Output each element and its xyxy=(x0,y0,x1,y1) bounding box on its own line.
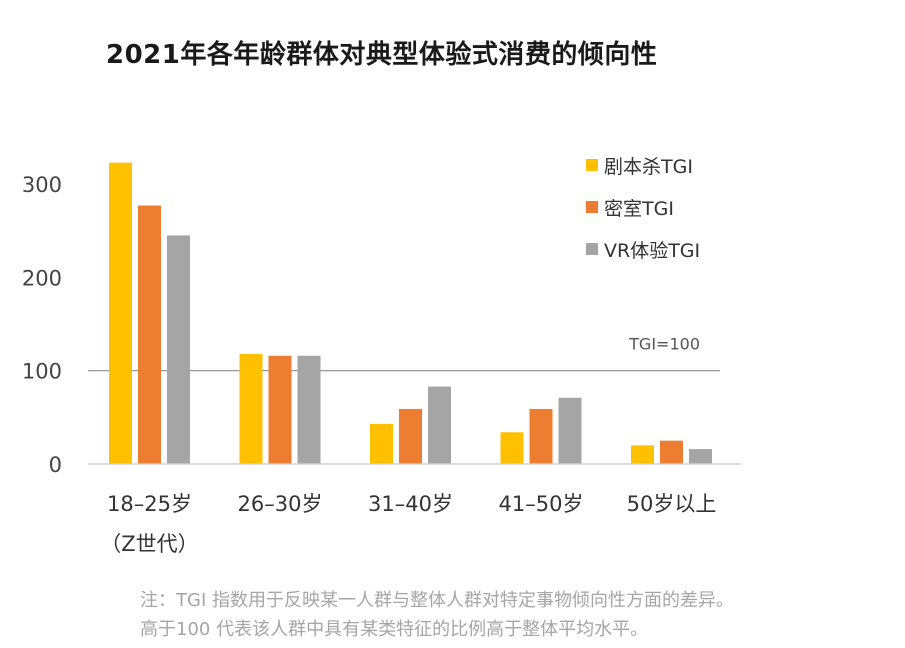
x-tick-label: 31–40岁 xyxy=(368,492,453,516)
bar xyxy=(558,397,582,464)
bar xyxy=(529,408,553,464)
x-axis: 18–25岁 （Z世代） 26–30岁 31–40岁 41–50岁 50岁以上 xyxy=(100,492,716,556)
y-tick-label: 300 xyxy=(22,173,62,197)
chart-title: 2021年各年龄群体对典型体验式消费的倾向性 xyxy=(106,40,658,70)
bar xyxy=(370,423,393,464)
y-axis: 0 100 200 300 xyxy=(22,173,62,477)
tgi-bar-chart: 0 100 200 300 TGI=100 18–25岁 （Z世代） 26–30岁 31–4… xyxy=(22,156,741,556)
bar xyxy=(297,355,321,464)
bar xyxy=(138,205,161,464)
bar xyxy=(428,386,451,464)
reference-line-label: TGI=100 xyxy=(628,335,700,354)
bars xyxy=(109,162,712,465)
footnote-line-1: 注：TGI 指数用于反映某一人群与整体人群对特定事物倾向性方面的差异。 xyxy=(140,590,734,611)
bar xyxy=(631,445,654,464)
legend-label: VR体验TGI xyxy=(604,240,700,262)
bar xyxy=(268,355,292,464)
x-tick-label: 41–50岁 xyxy=(499,492,584,516)
reference-line-group: TGI=100 xyxy=(88,335,720,372)
bar xyxy=(660,440,683,464)
legend: 剧本杀TGI 密室TGI VR体验TGI xyxy=(586,156,700,262)
legend-label: 密室TGI xyxy=(604,198,674,220)
y-tick-label: 100 xyxy=(22,360,62,384)
x-tick-label: 26–30岁 xyxy=(238,492,323,516)
bar xyxy=(399,408,422,464)
x-tick-label: 18–25岁 xyxy=(107,492,192,516)
y-tick-label: 200 xyxy=(22,266,62,290)
footnote-line-2: 高于100 代表该人群中具有某类特征的比例高于整体平均水平。 xyxy=(140,619,649,640)
legend-label: 剧本杀TGI xyxy=(604,156,693,178)
footnote: 注：TGI 指数用于反映某一人群与整体人群对特定事物倾向性方面的差异。 高于10… xyxy=(140,586,734,644)
bar xyxy=(109,162,132,465)
bar xyxy=(167,235,190,464)
bar xyxy=(500,432,524,464)
y-tick-label: 0 xyxy=(49,453,62,477)
legend-swatch xyxy=(586,201,598,213)
x-tick-label: 50岁以上 xyxy=(627,492,717,516)
bar xyxy=(239,353,263,464)
legend-swatch xyxy=(586,159,598,171)
bar xyxy=(689,449,712,464)
legend-swatch xyxy=(586,243,598,255)
x-tick-label: （Z世代） xyxy=(100,532,198,556)
